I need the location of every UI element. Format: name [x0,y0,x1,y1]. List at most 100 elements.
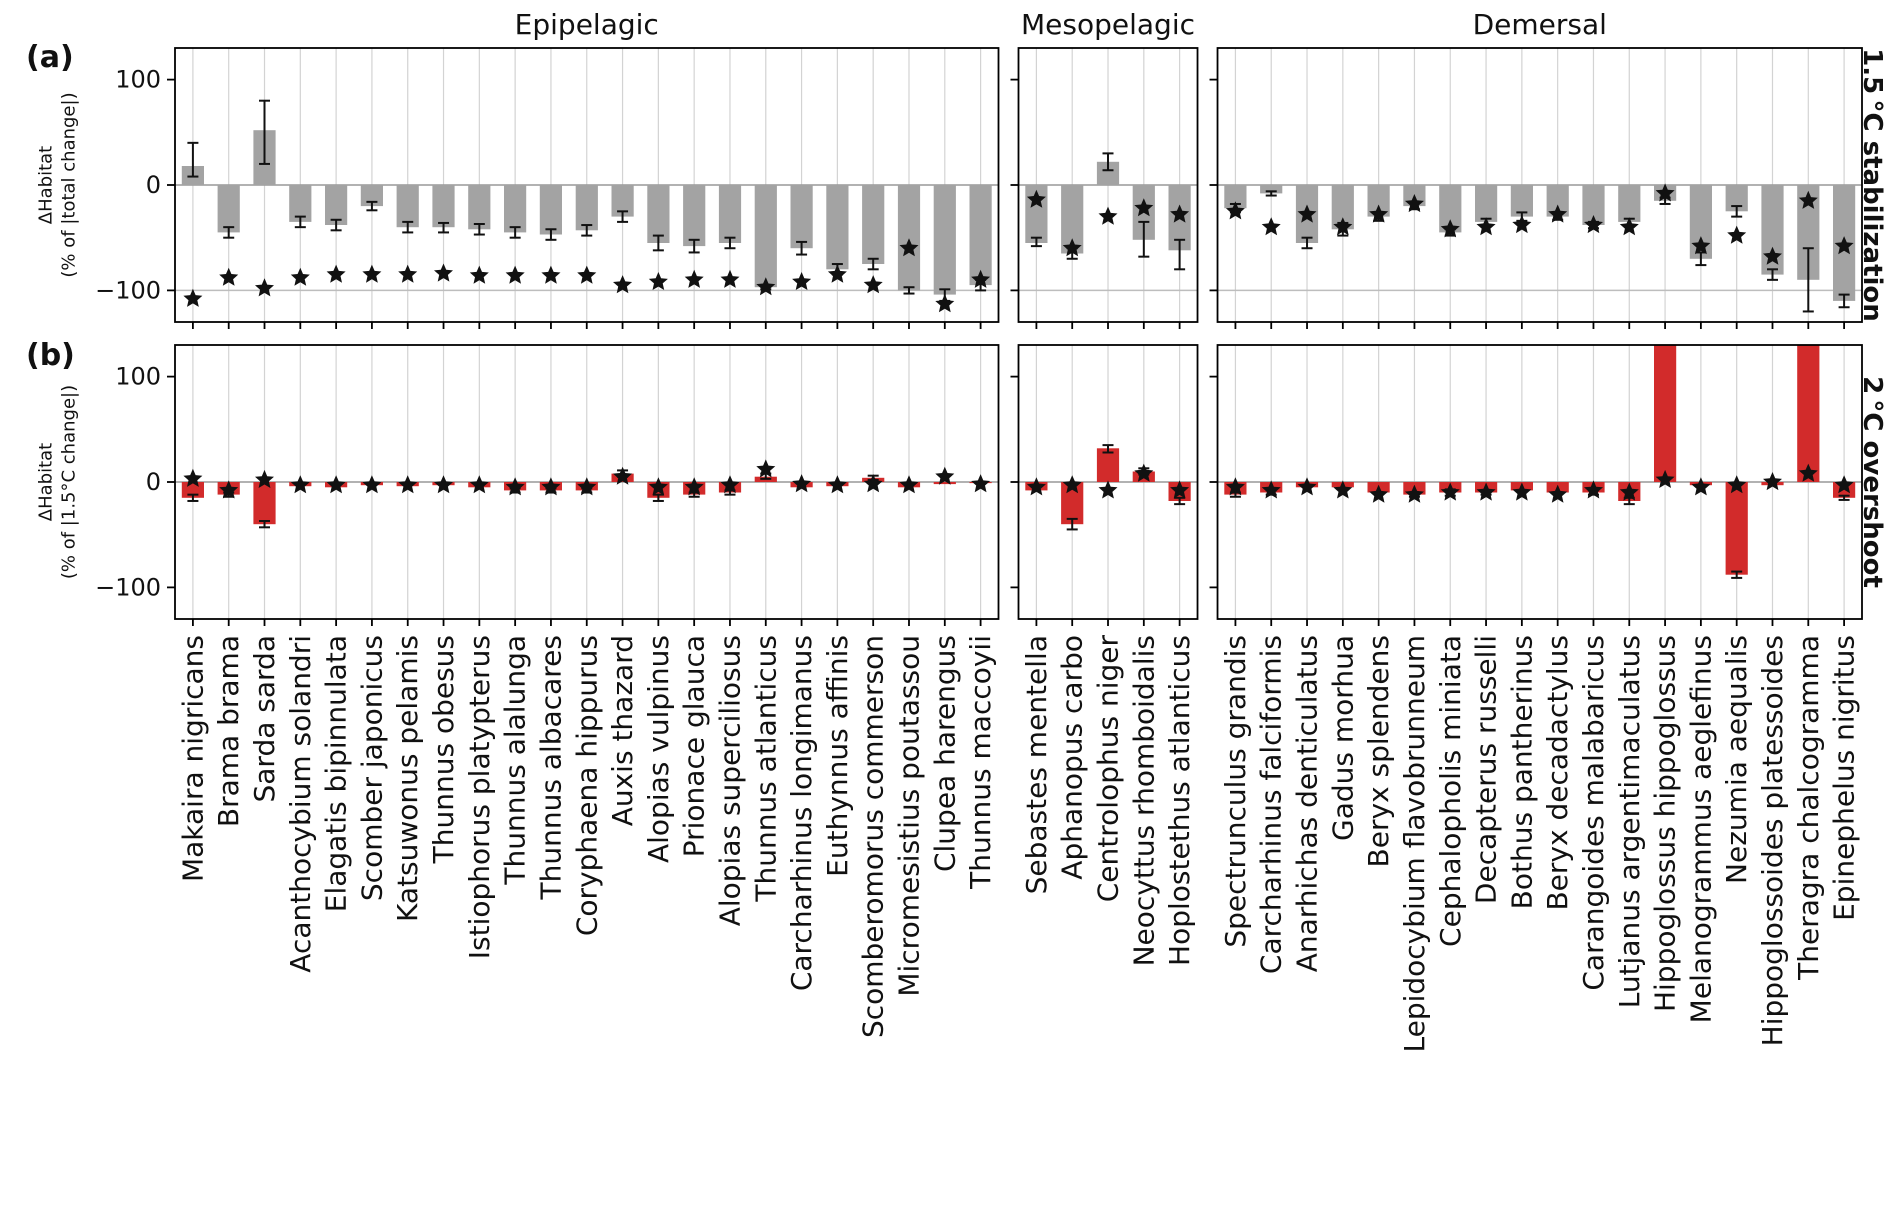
star-marker [792,474,812,493]
star-marker [362,264,382,283]
star-marker [1763,472,1782,491]
star-marker [398,264,418,283]
x-category-label: Alopias superciliosus [713,635,746,926]
star-marker [863,474,883,493]
x-category-label: Epinephelus nigritus [1828,635,1861,921]
x-category-label: Acanthocybium solandri [284,635,317,973]
x-category-label: Katsuwonus pelamis [391,635,424,922]
bar [933,482,956,485]
x-category-label: Decapterus russelli [1470,635,1503,904]
star-marker [1369,484,1389,503]
star-marker [541,477,561,496]
bar [1797,185,1820,280]
x-category-label: Clupea harengus [928,635,961,872]
star-marker [505,477,525,496]
x-category-label: Prionace glauca [678,635,711,857]
bar [468,185,491,230]
x-category-label: Scomberomorus commerson [857,635,890,1038]
x-category-label: Beryx decadactylus [1541,635,1574,911]
star-marker [1655,183,1675,202]
star-marker [1440,482,1460,501]
y-tick-label: 100 [115,66,161,94]
star-marker [1261,217,1281,236]
x-category-label: Lepidocybium flavobrunneum [1398,635,1431,1053]
star-marker [434,475,453,494]
bar [862,185,885,264]
star-marker [684,477,704,496]
star-marker [863,275,883,294]
bar [1833,482,1856,498]
bar [790,185,813,249]
bar [1725,185,1748,212]
x-category-label: Hippoglossus hippoglossus [1649,635,1682,1012]
star-marker [1619,217,1639,236]
star-marker [1727,475,1747,494]
star-marker [827,475,847,494]
star-marker [1297,204,1317,223]
star-marker [1062,238,1082,257]
star-marker [1369,204,1389,223]
x-category-label: Makaira nigricans [176,635,209,882]
star-marker [1512,215,1532,234]
star-marker [899,475,919,494]
star-marker [1225,477,1245,496]
star-marker [648,272,668,290]
y-tick-label: 0 [146,171,161,199]
star-marker [1170,480,1190,499]
x-category-label: Melanogrammus aeglefinus [1684,635,1717,1023]
star-marker [1584,215,1603,234]
x-category-label: Alopias vulpinus [642,635,675,863]
star-marker [1619,482,1639,501]
bar [1546,185,1569,217]
star-marker [1333,217,1353,236]
star-marker [326,475,346,494]
star-marker [1026,477,1046,496]
x-category-label: Elagatis bipinnulata [320,635,353,912]
bar [1061,185,1084,254]
panel-letter-a: (a) [26,40,74,75]
star-marker [1655,469,1675,488]
bar [683,185,706,247]
star-marker [1261,480,1281,499]
bar [611,185,634,217]
x-category-label: Beryx splendens [1362,635,1395,867]
bar [1510,185,1533,217]
star-marker [1134,463,1154,482]
x-category-label: Thunnus atlanticus [749,635,782,903]
bar [1367,185,1390,217]
star-marker [1404,484,1424,503]
star-marker [1098,480,1118,499]
star-marker [684,269,704,288]
bar [1797,345,1820,482]
star-marker [326,264,346,283]
bar [969,185,992,286]
star-marker [899,238,919,257]
star-marker [577,477,597,496]
star-marker [756,459,776,478]
star-marker [1476,217,1496,236]
x-category-label: Centrolophus niger [1092,635,1125,903]
star-marker [971,474,991,493]
star-marker [720,475,740,494]
bar [575,185,598,231]
x-category-label: Auxis thazard [606,635,639,826]
bar [897,185,921,291]
bar [1654,345,1677,482]
star-marker [1440,219,1460,238]
star-marker [1333,480,1353,499]
bar [1618,185,1641,222]
x-category-label: Nezumia aequalis [1720,635,1753,884]
x-category-label: Cephalopholis miniata [1434,635,1467,947]
star-marker [1297,477,1317,496]
star-marker [756,277,776,296]
x-category-label: Sarda sarda [248,635,281,802]
star-marker [971,269,991,288]
bar [1096,161,1120,185]
bar [360,185,383,207]
star-marker [1512,482,1532,501]
star-marker [613,466,633,485]
y-tick-label: −100 [95,573,161,601]
star-marker [183,468,203,487]
